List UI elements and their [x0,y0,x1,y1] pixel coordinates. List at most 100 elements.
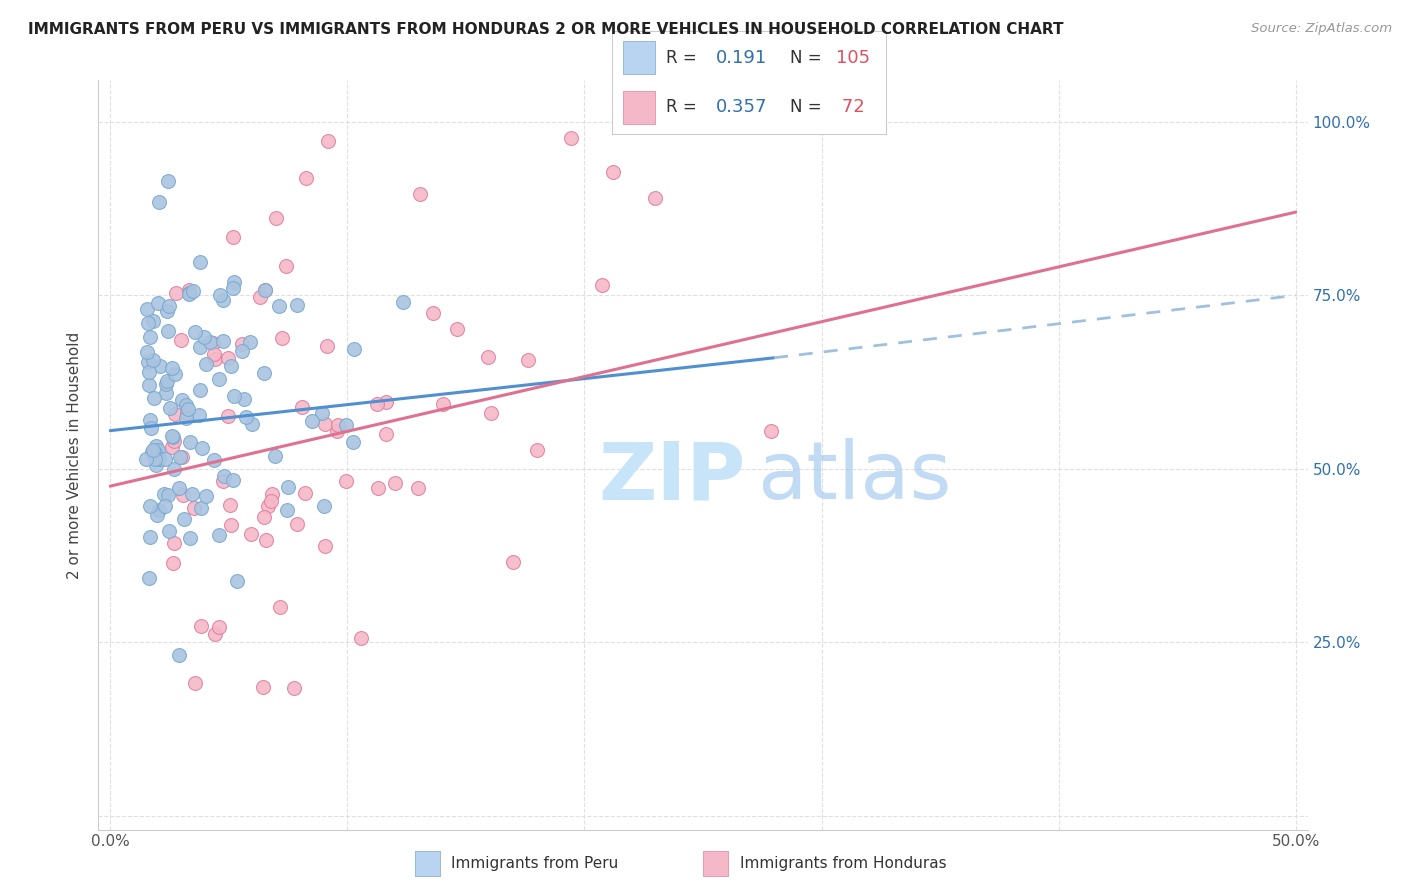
Point [294,486,316,500]
Point [644,191,666,205]
Point [202,452,225,467]
Point [224,388,246,402]
Point [222,280,245,294]
Point [188,384,211,398]
Point [260,487,283,501]
Point [172,450,194,464]
Point [325,424,347,438]
Point [264,449,287,463]
Text: N =: N = [790,49,821,67]
Point [217,409,239,424]
Point [207,528,229,542]
Point [219,517,242,532]
Point [222,275,245,289]
Point [157,524,180,539]
Point [204,351,226,366]
Point [179,531,201,545]
Point [142,353,165,368]
Point [177,285,200,300]
Point [145,458,167,472]
Point [143,446,166,460]
Point [179,283,201,297]
Point [195,489,218,503]
Point [183,500,205,515]
Point [422,306,444,320]
Point [136,345,159,359]
Text: R =: R = [666,98,697,116]
Point [239,335,262,350]
Point [231,343,253,358]
Point [177,401,200,416]
Point [163,462,186,476]
Point [212,468,235,483]
Point [350,631,373,645]
Point [253,283,276,297]
Point [141,421,163,435]
Point [253,510,276,524]
Text: 0.191: 0.191 [716,49,768,67]
Point [176,406,198,420]
Point [145,439,167,453]
Point [502,555,524,569]
Point [212,293,235,308]
Point [479,406,502,420]
Text: IMMIGRANTS FROM PERU VS IMMIGRANTS FROM HONDURAS 2 OR MORE VEHICLES IN HOUSEHOLD: IMMIGRANTS FROM PERU VS IMMIGRANTS FROM … [28,22,1063,37]
Point [252,680,274,694]
Point [202,347,225,361]
Point [591,278,613,293]
Point [328,417,350,432]
Point [526,442,548,457]
Point [153,499,176,513]
Point [204,627,226,641]
Point [155,376,177,391]
Point [181,284,204,298]
Point [432,397,454,411]
Point [163,407,186,421]
Point [231,337,253,351]
Text: Immigrants from Honduras: Immigrants from Honduras [740,856,946,871]
Point [142,313,165,327]
Point [208,620,231,634]
Point [208,287,231,301]
Point [190,619,212,633]
Text: 105: 105 [837,49,870,67]
Point [146,508,169,522]
Point [232,392,254,406]
Point [162,434,184,448]
Point [163,367,186,381]
Point [295,170,318,185]
Point [142,391,165,405]
Point [156,375,179,389]
Point [179,435,201,450]
Point [138,571,160,585]
Point [269,299,291,313]
Y-axis label: 2 or more Vehicles in Household: 2 or more Vehicles in Household [67,331,83,579]
Text: Immigrants from Peru: Immigrants from Peru [451,856,619,871]
Point [201,335,224,350]
Point [136,301,159,316]
Text: R =: R = [666,49,697,67]
Point [194,357,217,371]
Point [193,330,215,344]
Point [285,298,308,312]
Point [408,186,430,201]
Point [342,435,364,450]
Text: ZIP: ZIP [598,438,745,516]
Point [179,287,201,301]
Point [254,533,277,547]
Point [162,557,184,571]
Point [176,411,198,425]
Point [163,535,186,549]
Point [342,342,364,356]
Point [136,355,159,369]
Point [139,499,162,513]
Point [212,474,235,488]
Point [375,394,398,409]
Point [759,424,782,438]
Point [314,417,336,431]
Point [139,329,162,343]
Point [146,442,169,457]
Point [138,378,160,392]
Point [301,414,323,428]
Point [222,473,245,487]
